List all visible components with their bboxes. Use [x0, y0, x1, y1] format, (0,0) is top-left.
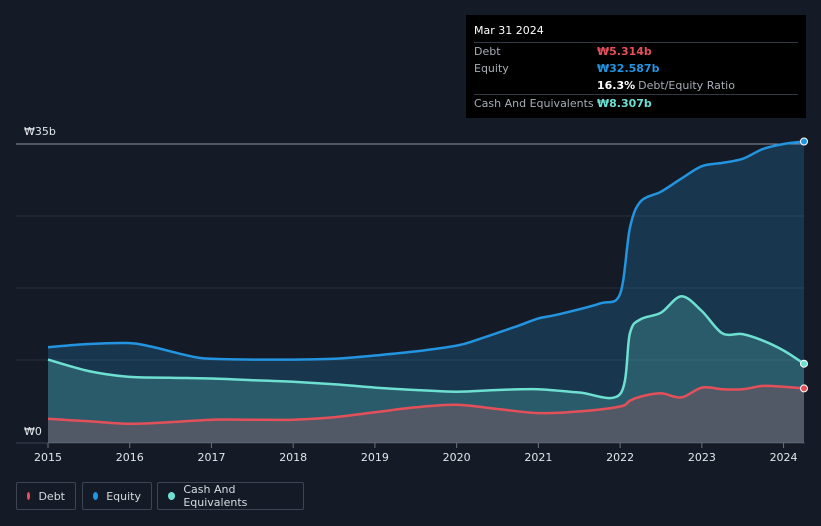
tooltip-equity-label: Equity: [474, 62, 509, 75]
legend-debt[interactable]: Debt: [16, 482, 76, 510]
series-lines: [47, 140, 805, 426]
line-debt: [47, 384, 805, 426]
line-equity: [47, 140, 805, 361]
endpoint-equity[interactable]: [800, 137, 808, 146]
endpoint-cash-and-equivalents[interactable]: [800, 359, 808, 368]
tooltip-ratio-value: 16.3%: [597, 79, 636, 92]
x-tick-label-2018: 2018: [279, 451, 307, 464]
x-tick-label-2019: 2019: [361, 451, 389, 464]
series-areas: [48, 141, 804, 443]
legend-equity-label: Equity: [106, 489, 141, 503]
tooltip-ratio-row: 16.3% Debt/Equity Ratio: [474, 77, 798, 94]
area-equity: [48, 141, 804, 443]
x-tick-label-2023: 2023: [688, 451, 716, 464]
tooltip-panel: Mar 31 2024 Debt ₩5.314b Equity ₩32.587b…: [466, 15, 806, 118]
legend-cash[interactable]: Cash And Equivalents: [157, 482, 304, 510]
x-tick-label-2017: 2017: [197, 451, 225, 464]
x-tick-label-2024: 2024: [770, 451, 798, 464]
legend-equity[interactable]: Equity: [82, 482, 152, 510]
tooltip-ratio-label: Debt/Equity Ratio: [638, 79, 735, 92]
x-tick-label-2021: 2021: [524, 451, 552, 464]
tooltip-cash-value: ₩8.307b: [597, 97, 652, 110]
legend-debt-label: Debt: [38, 489, 65, 503]
x-tick-label-2016: 2016: [116, 451, 144, 464]
tooltip-debt-label: Debt: [474, 45, 501, 58]
line-cash-and-equivalents: [47, 294, 805, 400]
legend-debt-dot-icon: [27, 492, 31, 500]
tooltip-cash-row: Cash And Equivalents ₩8.307b: [474, 94, 798, 112]
legend-cash-label: Cash And Equivalents: [183, 483, 248, 509]
y-axis-top-label: ₩35b: [24, 125, 56, 138]
x-tick-label-2015: 2015: [34, 451, 62, 464]
x-axis: 2015 2016 2017 2018 2019 2020 2021 2022 2023 2024: [34, 443, 798, 464]
x-tick-label-2020: 2020: [443, 451, 471, 464]
tooltip-date: Mar 31 2024: [474, 24, 544, 37]
tooltip-equity-value: ₩32.587b: [597, 62, 660, 75]
legend-equity-dot-icon: [93, 492, 99, 500]
tooltip-debt-row: Debt ₩5.314b: [474, 42, 798, 60]
legend-cash-dot-icon: [168, 492, 176, 500]
tooltip-equity-row: Equity ₩32.587b: [474, 60, 798, 77]
x-tick-label-2022: 2022: [606, 451, 634, 464]
area-debt: [48, 385, 804, 443]
gridlines: [16, 143, 805, 444]
y-axis-bottom-label: ₩0: [24, 425, 42, 438]
tooltip-debt-value: ₩5.314b: [597, 45, 652, 58]
series-endpoints: [800, 137, 808, 393]
endpoint-debt[interactable]: [800, 384, 808, 393]
tooltip-cash-label: Cash And Equivalents: [474, 97, 594, 110]
